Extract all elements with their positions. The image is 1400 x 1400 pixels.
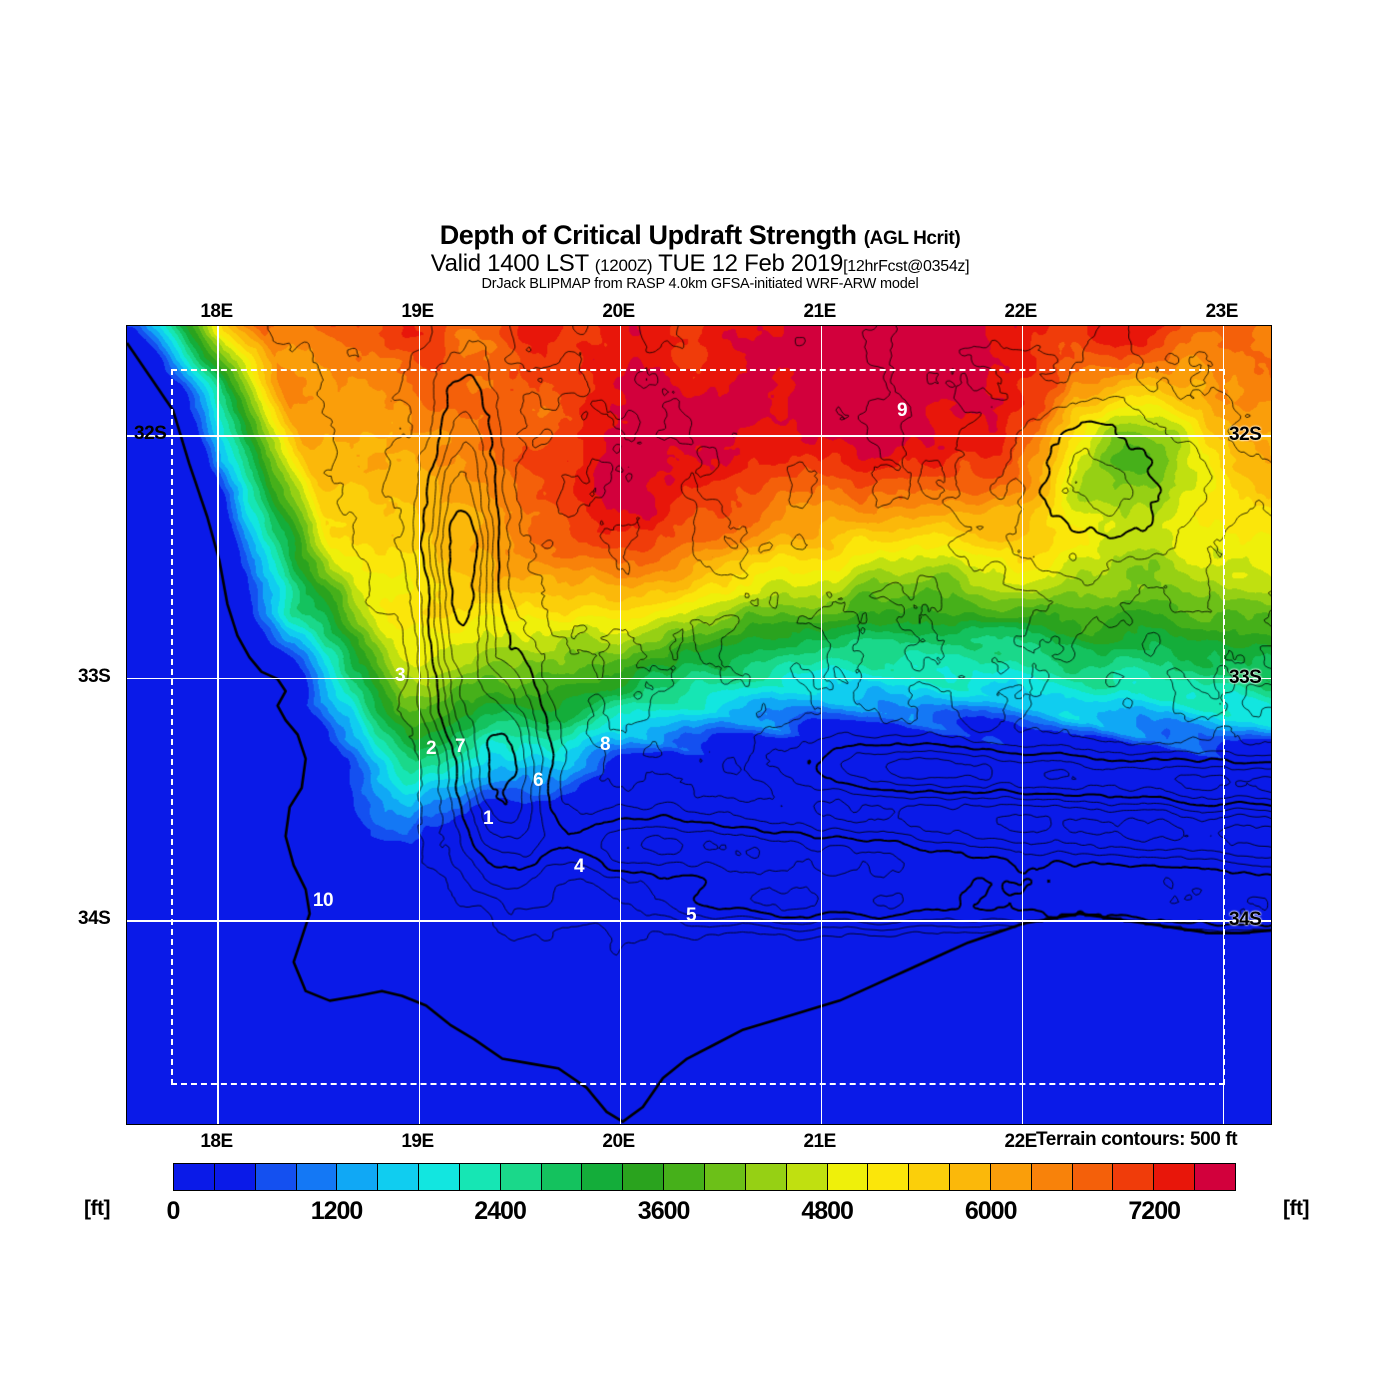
colorbar-segment-17 bbox=[868, 1164, 910, 1190]
colorbar-segment-11 bbox=[623, 1164, 665, 1190]
colorbar-segment-8 bbox=[500, 1164, 542, 1190]
colorbar-segment-13 bbox=[704, 1164, 746, 1190]
lon-label-bottom-21: 21E bbox=[803, 1131, 836, 1152]
colorbar-segment-16 bbox=[827, 1164, 869, 1190]
lon-label-top-22: 22E bbox=[1004, 301, 1038, 322]
page-title: Depth of Critical Updraft Strength (AGL … bbox=[0, 220, 1400, 250]
lat-label-left-33: 33S bbox=[78, 665, 111, 687]
colorbar-tick-4800: 4800 bbox=[801, 1197, 854, 1225]
lon-label-top-23: 23E bbox=[1205, 301, 1239, 322]
lat-label-right-32: 32S bbox=[1229, 424, 1262, 446]
colorbar-segment-22 bbox=[1072, 1164, 1114, 1190]
waypoint-marker-8: 8 bbox=[599, 734, 611, 755]
heatmap-canvas bbox=[127, 326, 1271, 1124]
lon-label-bottom-20: 20E bbox=[602, 1131, 635, 1152]
model-line: DrJack BLIPMAP from RASP 4.0km GFSA-init… bbox=[481, 276, 919, 293]
waypoint-marker-1: 1 bbox=[482, 808, 494, 829]
colorbar-segment-1 bbox=[214, 1164, 256, 1190]
lon-label-bottom-18: 18E bbox=[200, 1131, 233, 1152]
waypoint-marker-9: 9 bbox=[896, 400, 908, 421]
colorbar-segment-23 bbox=[1113, 1164, 1155, 1190]
colorbar-segment-14 bbox=[745, 1164, 787, 1190]
colorbar-area: [ft] 0 1200 2400 3600 4800 6000 7200 [ft] bbox=[0, 1155, 1400, 1235]
colorbar-segment-0 bbox=[174, 1164, 215, 1190]
colorbar-tick-0: 0 bbox=[166, 1197, 181, 1225]
colorbar-segment-24 bbox=[1154, 1164, 1196, 1190]
colorbar-segment-6 bbox=[419, 1164, 460, 1190]
map-plot-area: 1 2 3 4 5 6 7 8 9 10 32S 33S 34S bbox=[126, 325, 1272, 1125]
colorbar-segment-7 bbox=[459, 1164, 501, 1190]
colorbar-segment-25 bbox=[1195, 1164, 1235, 1190]
waypoint-marker-7: 7 bbox=[454, 736, 466, 757]
colorbar-unit-right: [ft] bbox=[1283, 1197, 1309, 1220]
terrain-contour-note: Terrain contours: 500 ft bbox=[1036, 1129, 1238, 1150]
waypoint-marker-4: 4 bbox=[573, 856, 585, 877]
lat-label-right-34: 34S bbox=[1229, 908, 1262, 930]
valid-time-line: Valid 1400 LST (1200Z) TUE 12 Feb 2019[1… bbox=[0, 249, 1400, 277]
valid-date: TUE 12 Feb 2019 bbox=[658, 249, 844, 277]
waypoint-marker-10: 10 bbox=[312, 890, 334, 911]
colorbar-tick-7200: 7200 bbox=[1128, 1197, 1181, 1225]
colorbar-tick-6000: 6000 bbox=[964, 1197, 1018, 1225]
colorbar-segment-12 bbox=[664, 1164, 705, 1190]
colorbar-unit-left: [ft] bbox=[84, 1197, 110, 1220]
forecast-tag: [12hrFcst@0354z] bbox=[843, 257, 970, 275]
waypoint-marker-2: 2 bbox=[425, 738, 437, 759]
lon-label-bottom-22: 22E bbox=[1004, 1131, 1038, 1152]
lon-label-bottom-19: 19E bbox=[401, 1131, 434, 1152]
colorbar-segment-9 bbox=[541, 1164, 583, 1190]
waypoint-marker-3: 3 bbox=[394, 665, 406, 686]
colorbar-segment-3 bbox=[296, 1164, 338, 1190]
lat-label-right-33: 33S bbox=[1229, 666, 1262, 688]
colorbar-segment-10 bbox=[582, 1164, 624, 1190]
colorbar-segment-15 bbox=[786, 1164, 828, 1190]
lon-label-top-19: 19E bbox=[401, 301, 434, 322]
lon-label-top-18: 18E bbox=[200, 301, 233, 322]
colorbar-tick-1200: 1200 bbox=[310, 1197, 364, 1225]
valid-utc: (1200Z) bbox=[594, 255, 653, 275]
colorbar bbox=[173, 1163, 1236, 1191]
lon-label-top-20: 20E bbox=[602, 301, 635, 322]
chart-header: Depth of Critical Updraft Strength (AGL … bbox=[0, 220, 1400, 293]
colorbar-segment-5 bbox=[378, 1164, 420, 1190]
colorbar-segment-19 bbox=[950, 1164, 991, 1190]
colorbar-tick-3600: 3600 bbox=[637, 1197, 691, 1225]
colorbar-segment-20 bbox=[990, 1164, 1032, 1190]
colorbar-segment-18 bbox=[909, 1164, 951, 1190]
colorbar-segment-4 bbox=[337, 1164, 379, 1190]
colorbar-segment-2 bbox=[255, 1164, 297, 1190]
title-text: Depth of Critical Updraft Strength bbox=[439, 220, 857, 250]
lat-label-left-32: 32S bbox=[134, 423, 167, 445]
lat-label-left-34: 34S bbox=[78, 907, 111, 929]
colorbar-segment-21 bbox=[1031, 1164, 1073, 1190]
title-suffix: (AGL Hcrit) bbox=[863, 228, 961, 249]
valid-prefix: Valid 1400 LST bbox=[430, 249, 589, 277]
waypoint-marker-5: 5 bbox=[685, 905, 697, 926]
colorbar-tick-2400: 2400 bbox=[474, 1197, 527, 1225]
lon-label-top-21: 21E bbox=[803, 301, 836, 322]
waypoint-marker-6: 6 bbox=[532, 770, 544, 791]
